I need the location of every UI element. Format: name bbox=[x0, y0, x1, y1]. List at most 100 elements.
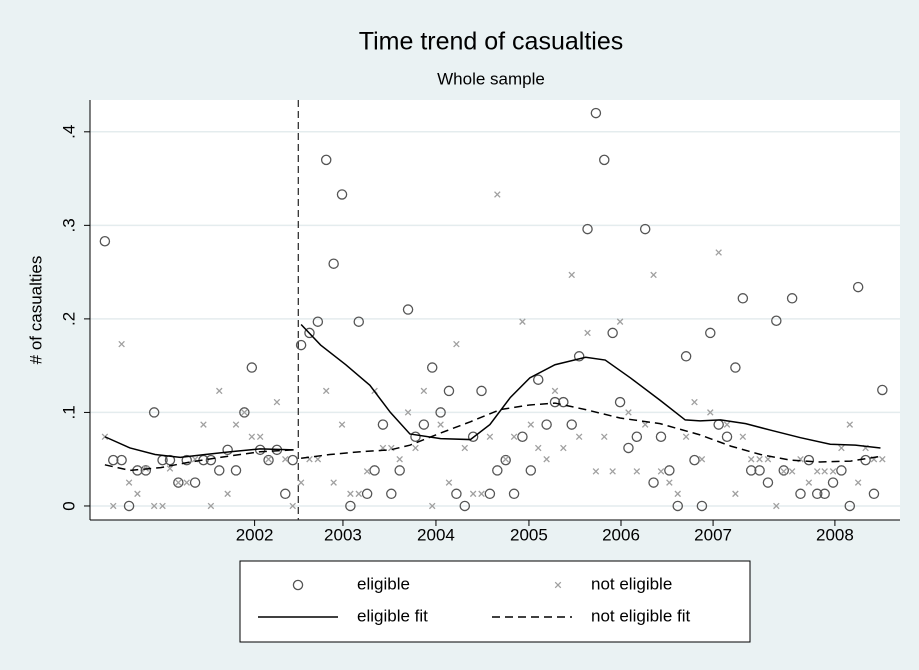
point bbox=[239, 407, 250, 418]
point bbox=[590, 107, 602, 119]
point bbox=[248, 433, 256, 441]
point bbox=[517, 431, 528, 442]
point bbox=[584, 329, 591, 337]
point bbox=[541, 419, 552, 430]
fit-line bbox=[104, 323, 881, 459]
plot-area bbox=[90, 100, 900, 520]
point bbox=[648, 477, 659, 488]
point bbox=[494, 191, 501, 198]
point bbox=[224, 490, 231, 498]
point bbox=[803, 454, 815, 466]
point bbox=[297, 479, 305, 486]
point bbox=[377, 419, 389, 430]
point bbox=[205, 454, 217, 466]
point bbox=[623, 442, 634, 454]
point bbox=[756, 455, 763, 463]
point bbox=[347, 490, 354, 498]
legend-symbol bbox=[554, 581, 562, 589]
point bbox=[852, 281, 864, 293]
point bbox=[363, 468, 371, 475]
legend-symbol bbox=[292, 579, 304, 591]
point bbox=[715, 249, 722, 256]
legend-label: not eligible fit bbox=[591, 606, 691, 625]
legend-label: eligible bbox=[357, 574, 410, 593]
point bbox=[805, 479, 813, 486]
point bbox=[361, 488, 373, 500]
point bbox=[396, 455, 403, 463]
point bbox=[721, 431, 733, 442]
point bbox=[386, 488, 397, 500]
point bbox=[599, 154, 610, 166]
point bbox=[764, 455, 772, 463]
point bbox=[592, 468, 600, 475]
point bbox=[402, 304, 414, 315]
point bbox=[109, 502, 117, 510]
point bbox=[183, 479, 190, 486]
point bbox=[560, 444, 567, 452]
point bbox=[467, 431, 479, 442]
legend-label: not eligible bbox=[591, 574, 672, 593]
point bbox=[492, 465, 503, 476]
point bbox=[641, 421, 649, 428]
point bbox=[698, 455, 706, 463]
point bbox=[148, 407, 160, 418]
point bbox=[345, 500, 356, 512]
point bbox=[426, 362, 438, 373]
point bbox=[175, 479, 182, 486]
point bbox=[420, 387, 428, 395]
x-tick-label: 2006 bbox=[602, 525, 640, 544]
point bbox=[330, 479, 337, 486]
point bbox=[705, 327, 716, 339]
x-tick-label: 2008 bbox=[816, 525, 854, 544]
point bbox=[510, 433, 518, 441]
point bbox=[101, 433, 109, 441]
y-tick-label: .4 bbox=[59, 125, 78, 139]
point bbox=[786, 293, 798, 304]
point bbox=[527, 421, 535, 428]
point bbox=[159, 502, 166, 510]
point bbox=[844, 500, 856, 512]
point bbox=[680, 351, 692, 362]
point bbox=[353, 316, 365, 327]
point bbox=[322, 387, 330, 395]
point bbox=[639, 223, 651, 235]
point bbox=[314, 455, 322, 463]
point bbox=[312, 316, 324, 327]
point bbox=[200, 421, 207, 428]
point bbox=[813, 468, 821, 475]
point bbox=[771, 315, 782, 327]
point bbox=[461, 444, 469, 452]
point bbox=[773, 502, 780, 510]
point bbox=[173, 477, 184, 488]
point bbox=[631, 431, 643, 442]
point bbox=[723, 421, 731, 428]
fit-line bbox=[104, 402, 881, 472]
point bbox=[328, 258, 339, 269]
y-tick-label: .3 bbox=[59, 218, 78, 232]
point bbox=[280, 488, 291, 500]
legend-box bbox=[239, 560, 751, 643]
point bbox=[486, 433, 494, 441]
point bbox=[778, 465, 790, 476]
point bbox=[478, 490, 485, 498]
x-tick-label: 2005 bbox=[510, 525, 548, 544]
point bbox=[568, 271, 575, 279]
x-tick-label: 2007 bbox=[694, 525, 732, 544]
point bbox=[320, 154, 332, 166]
point bbox=[355, 490, 363, 498]
point bbox=[879, 455, 886, 463]
point bbox=[836, 465, 847, 476]
x-tick-label: 2002 bbox=[236, 525, 274, 544]
point bbox=[745, 465, 757, 476]
point bbox=[428, 502, 436, 510]
point bbox=[418, 419, 430, 430]
point bbox=[707, 409, 714, 416]
point bbox=[532, 374, 544, 385]
point bbox=[854, 479, 862, 486]
point bbox=[747, 455, 755, 463]
y-tick-label: 0 bbox=[59, 501, 78, 510]
point bbox=[607, 327, 618, 339]
point bbox=[664, 465, 675, 476]
point bbox=[404, 409, 412, 416]
